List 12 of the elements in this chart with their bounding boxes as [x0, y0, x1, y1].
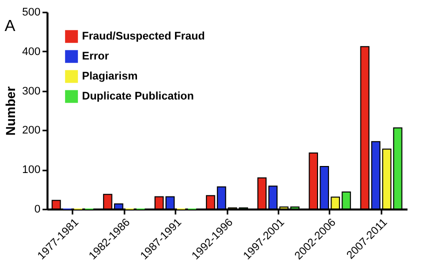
y-tick-label: 200: [22, 124, 40, 137]
legend-label: Plagiarism: [82, 70, 138, 82]
text: A: [4, 18, 16, 35]
legend-label: Error: [82, 50, 110, 62]
y-tick-label: 500: [22, 6, 40, 18]
legend-label: Fraud/Suspected Fraud: [82, 30, 205, 42]
y-tick-label: 300: [22, 85, 40, 98]
y-tick-label: 400: [22, 46, 40, 58]
y-axis-title: Number: [3, 86, 18, 136]
y-tick-label: 100: [22, 164, 40, 176]
y-tick-label: 0: [34, 204, 40, 216]
legend-label: Duplicate Publication: [82, 90, 194, 102]
